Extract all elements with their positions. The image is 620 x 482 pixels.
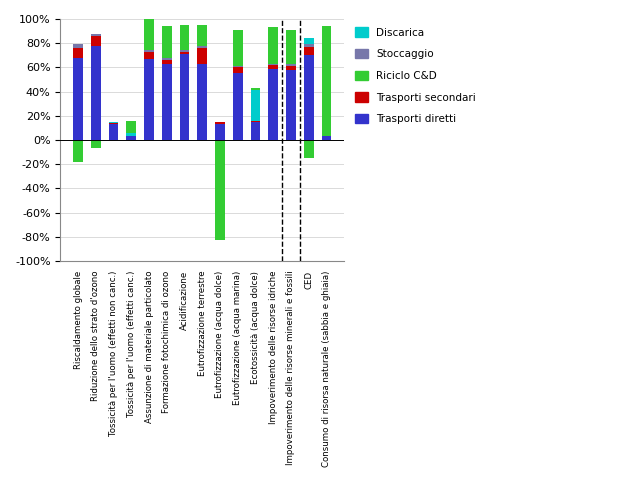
Bar <box>180 54 189 140</box>
Bar <box>268 65 278 68</box>
Bar <box>286 64 296 66</box>
Bar <box>180 51 189 52</box>
Bar <box>73 58 83 140</box>
Bar <box>250 120 260 122</box>
Bar <box>73 48 83 58</box>
Bar <box>197 46 207 48</box>
Bar <box>144 19 154 51</box>
Bar <box>304 55 314 140</box>
Bar <box>215 124 225 140</box>
Bar <box>144 59 154 140</box>
Bar <box>250 90 260 120</box>
Bar <box>268 68 278 140</box>
Bar <box>180 52 189 54</box>
Bar <box>233 73 242 140</box>
Bar <box>304 39 314 44</box>
Bar <box>162 60 172 64</box>
Bar <box>268 64 278 65</box>
Bar <box>126 120 136 133</box>
Bar <box>91 46 100 140</box>
Bar <box>304 44 314 47</box>
Bar <box>233 30 242 66</box>
Bar <box>215 140 225 241</box>
Bar <box>322 136 331 140</box>
Bar <box>91 140 100 148</box>
Bar <box>162 64 172 140</box>
Bar <box>215 122 225 124</box>
Bar <box>162 26 172 58</box>
Bar <box>286 30 296 64</box>
Bar <box>91 36 100 46</box>
Bar <box>144 52 154 59</box>
Bar <box>144 51 154 52</box>
Bar <box>304 47 314 55</box>
Bar <box>91 34 100 36</box>
Bar <box>197 48 207 64</box>
Bar <box>180 25 189 51</box>
Bar <box>304 140 314 158</box>
Bar <box>250 122 260 140</box>
Bar <box>250 88 260 90</box>
Bar <box>197 25 207 46</box>
Bar <box>126 136 136 140</box>
Bar <box>73 44 83 48</box>
Bar <box>126 133 136 136</box>
Bar <box>197 64 207 140</box>
Bar <box>108 123 118 124</box>
Bar <box>233 66 242 67</box>
Bar <box>286 66 296 70</box>
Bar <box>322 26 331 136</box>
Bar <box>233 67 242 73</box>
Bar <box>73 140 83 162</box>
Bar <box>286 70 296 140</box>
Legend: Discarica, Stoccaggio, Riciclo C&D, Trasporti secondari, Trasporti diretti: Discarica, Stoccaggio, Riciclo C&D, Tras… <box>352 24 479 127</box>
Bar <box>268 27 278 64</box>
Bar <box>108 124 118 140</box>
Bar <box>162 58 172 60</box>
Bar <box>108 122 118 123</box>
